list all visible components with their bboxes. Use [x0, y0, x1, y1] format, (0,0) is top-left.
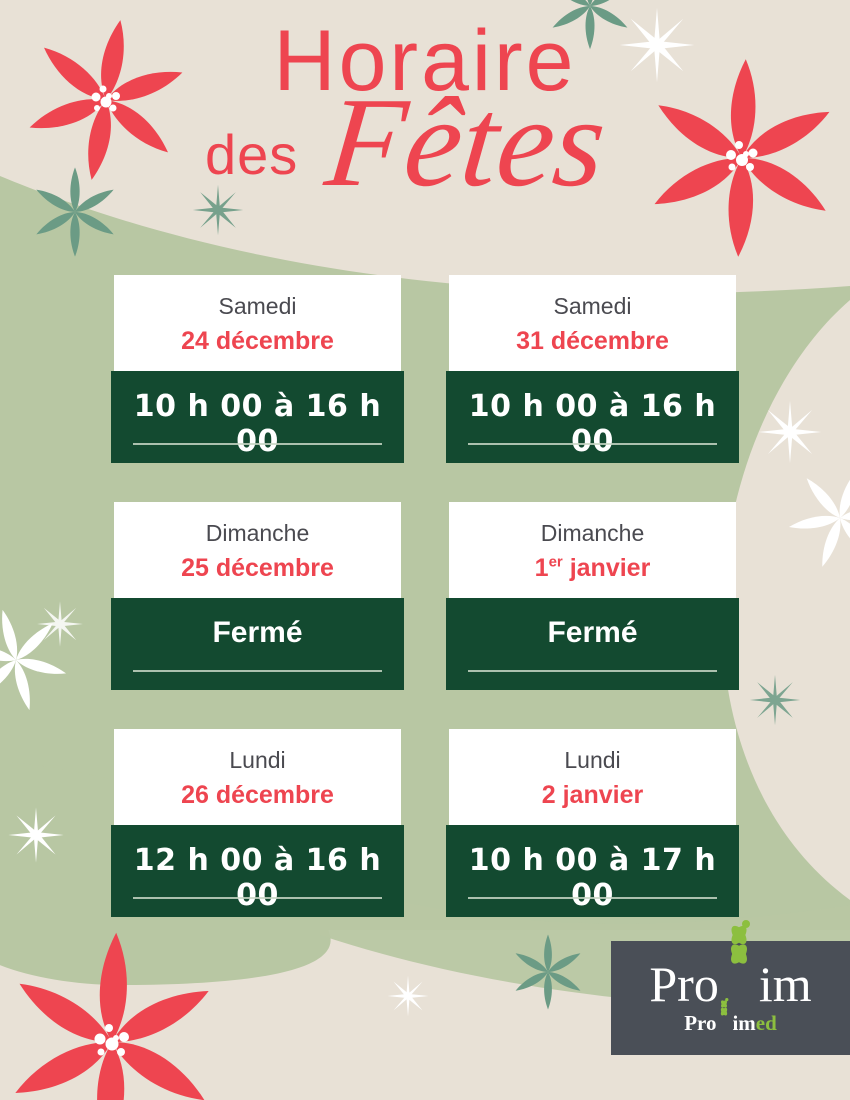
schedule-card: Lundi 2 janvier 10 h 00 à 17 h 00 [446, 729, 739, 918]
card-day-label: Dimanche [205, 520, 310, 547]
proxim-logo: Pro im Pro imed [611, 920, 850, 1055]
poster-title: Horaire des Fêtes [0, 18, 850, 234]
proxim-leaf-x-icon [719, 920, 759, 1001]
proximed-suffix: ed [755, 1011, 777, 1035]
schedule-row-3: Lundi 26 décembre 12 h 00 à 16 h 00 Lund… [111, 729, 739, 918]
card-hours-band: Fermé [111, 598, 404, 691]
card-hours-band: 12 h 00 à 16 h 00 [111, 825, 404, 918]
title-word-des: des [205, 123, 299, 186]
card-header: Lundi 2 janvier [449, 729, 736, 826]
schedule-card: Samedi 24 décembre 10 h 00 à 16 h 00 [111, 275, 404, 464]
card-day-label: Samedi [218, 293, 297, 319]
schedule-card: Lundi 26 décembre 12 h 00 à 16 h 00 [111, 729, 404, 918]
card-hours-value: Fermé [547, 616, 638, 650]
card-hours-band: 10 h 00 à 16 h 00 [446, 371, 739, 464]
card-hours-band: 10 h 00 à 17 h 00 [446, 825, 739, 918]
title-line-two: des Fêtes [0, 71, 850, 234]
proxim-wordmark-post: im [758, 956, 812, 1012]
schedule-card: Samedi 31 décembre 10 h 00 à 16 h 00 [446, 275, 739, 464]
poinsettia-flower-bottom-left [9, 932, 215, 1100]
schedule-card: Dimanche 1er janvier Fermé [446, 502, 739, 691]
card-hours-value: Fermé [212, 616, 303, 650]
card-hours-band: 10 h 00 à 16 h 00 [111, 371, 404, 464]
card-day-label: Lundi [229, 747, 286, 774]
schedule-card: Dimanche 25 décembre Fermé [111, 502, 404, 691]
card-header: Samedi 24 décembre [114, 275, 401, 372]
card-date-month: janvier [562, 553, 651, 582]
poinsettia-flower-top-left [26, 18, 186, 182]
title-word-fetes: Fêtes [319, 71, 613, 213]
card-hours-value: 10 h 00 à 16 h 00 [468, 389, 717, 460]
card-underline-rule [468, 443, 717, 446]
proximed-wordmark: Pro imed [611, 997, 850, 1036]
card-day-label: Samedi [553, 293, 632, 319]
card-date-label: 24 décembre [181, 326, 334, 355]
card-header: Samedi 31 décembre [449, 275, 736, 372]
card-day-label: Lundi [564, 747, 621, 774]
poinsettia-flower-top-right [649, 59, 835, 257]
card-header: Lundi 26 décembre [114, 729, 401, 826]
proximed-pre: Pro [684, 1011, 717, 1035]
card-date-label: 26 décembre [181, 780, 334, 809]
proximed-leaf-x-icon [716, 997, 732, 1030]
card-day-label: Dimanche [540, 520, 645, 547]
card-date-number: 1 [534, 553, 549, 582]
card-underline-rule [133, 443, 382, 446]
schedule-row-1: Samedi 24 décembre 10 h 00 à 16 h 00 Sam… [111, 275, 739, 464]
schedule-row-2: Dimanche 25 décembre Fermé Dimanche 1er … [111, 502, 739, 691]
card-date-label: 25 décembre [181, 553, 334, 582]
card-hours-value: 12 h 00 à 16 h 00 [133, 843, 382, 914]
schedule-grid: Samedi 24 décembre 10 h 00 à 16 h 00 Sam… [111, 275, 739, 956]
title-line-horaire: Horaire [273, 13, 577, 109]
card-date-label: 31 décembre [516, 326, 669, 355]
proxim-wordmark: Pro im [611, 920, 850, 1012]
card-underline-rule [468, 897, 717, 900]
card-date-ordinal-suffix: er [548, 553, 563, 571]
card-date-label: 1er janvier [459, 552, 726, 585]
card-underline-rule [133, 897, 382, 900]
card-date-label: 2 janvier [541, 780, 644, 809]
cream-right-wedge [722, 300, 850, 900]
card-hours-value: 10 h 00 à 16 h 00 [133, 389, 382, 460]
proxim-wordmark-pre: Pro [649, 956, 719, 1012]
card-underline-rule [468, 670, 717, 673]
card-header: Dimanche 25 décembre [114, 502, 401, 599]
proximed-mid: im [732, 1011, 756, 1035]
card-hours-value: 10 h 00 à 17 h 00 [468, 843, 717, 914]
card-header: Dimanche 1er janvier [449, 502, 736, 599]
card-underline-rule [133, 670, 382, 673]
card-hours-band: Fermé [446, 598, 739, 691]
